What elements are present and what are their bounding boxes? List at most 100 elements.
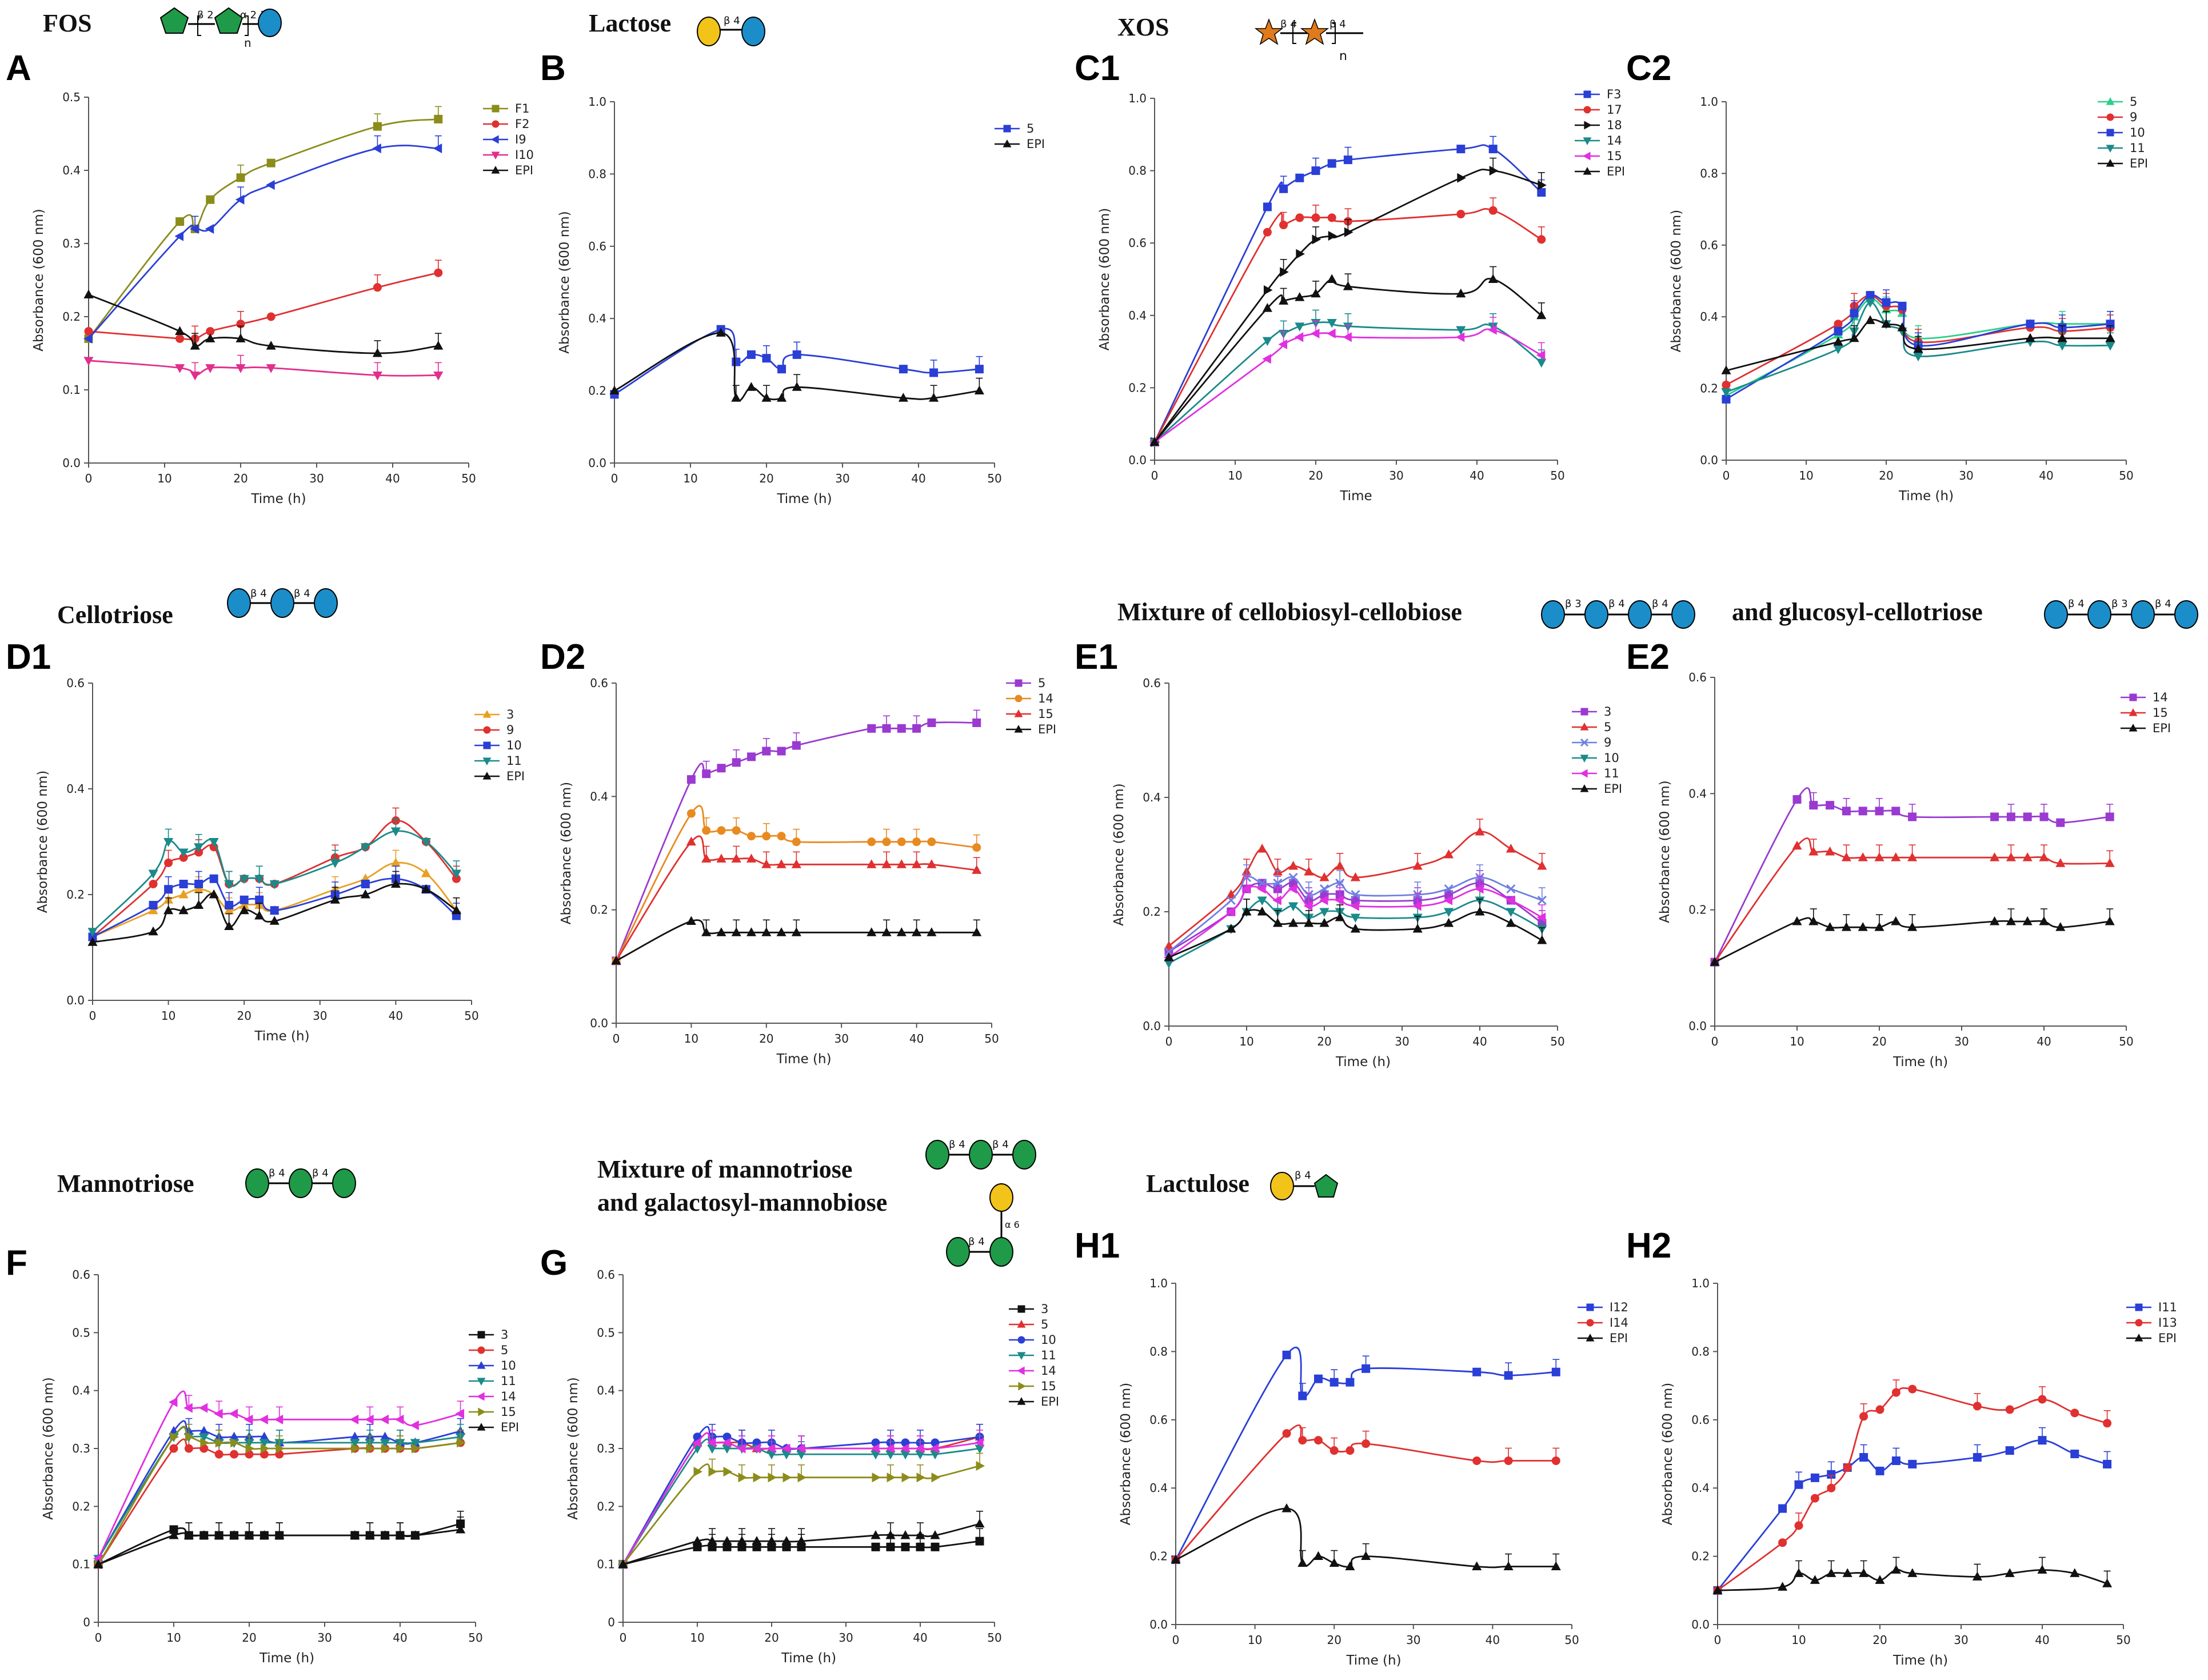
legend-label: 15	[501, 1405, 516, 1419]
data-point	[746, 853, 757, 863]
x-tick-label: 20	[759, 1032, 773, 1045]
glycan-mannomix: Mixture of mannotriose and galactosyl-ma…	[597, 1139, 1036, 1267]
data-point	[2039, 916, 2049, 925]
data-point	[686, 836, 696, 846]
data-point	[1537, 860, 1547, 870]
data-point	[896, 927, 907, 936]
legend: 5 14 15 EPI	[1006, 676, 1056, 736]
data-point	[972, 865, 982, 874]
legend-marker	[2106, 113, 2114, 121]
mannose-circle-icon	[946, 1237, 970, 1267]
data-point	[1907, 852, 1918, 861]
data-point	[245, 1443, 255, 1454]
series-line	[622, 1426, 980, 1565]
x-tick-label: 40	[911, 472, 925, 485]
data-point	[731, 853, 741, 863]
data-point	[900, 1443, 909, 1454]
legend-label: EPI	[2130, 157, 2148, 170]
data-point	[976, 1460, 985, 1471]
galactose-circle-icon	[697, 17, 721, 46]
data-point	[148, 869, 158, 879]
data-point	[1350, 901, 1359, 911]
legend: 59 10 11 EPI	[2098, 95, 2148, 170]
data-point	[732, 357, 741, 366]
data-point	[1335, 895, 1344, 905]
data-point	[723, 1466, 733, 1477]
glycan-link: β 4	[269, 1167, 285, 1179]
data-point	[1834, 320, 1843, 329]
glycan-glucosyl: and glucosyl-cellotriose β 4 β 3 β 4	[1732, 598, 2198, 629]
data-point	[380, 1530, 390, 1539]
data-point	[915, 1443, 924, 1454]
data-point	[1488, 145, 1498, 154]
series-11	[1721, 298, 2115, 397]
data-point	[209, 874, 218, 883]
chart-panel-d2: D2 0 10 20 30 40 50 0.0 0.2 0.4 0.6 Time (h) Absorba…	[540, 637, 1056, 1067]
data-point	[1345, 1446, 1355, 1455]
legend-marker	[1580, 784, 1589, 792]
series-epi	[1721, 310, 2115, 374]
data-point	[1834, 326, 1843, 336]
y-tick-label: 0.2	[1143, 905, 1161, 919]
data-point	[1973, 1402, 1982, 1411]
data-point	[1990, 812, 1999, 821]
series-15	[1710, 837, 2115, 966]
data-point	[372, 371, 382, 381]
x-axis-label: Time (h)	[781, 1651, 836, 1666]
series-15	[611, 835, 982, 965]
glycan-lactulose: Lactulose β 4	[1146, 1170, 1339, 1200]
data-point	[1536, 912, 1546, 923]
data-point	[1826, 1568, 1836, 1577]
data-point	[867, 724, 876, 733]
data-point	[1304, 917, 1314, 927]
data-point	[1311, 213, 1320, 222]
mannose-circle-icon	[969, 1140, 993, 1170]
data-point	[1350, 923, 1360, 933]
x-tick-label: 10	[1248, 1633, 1262, 1647]
y-tick-label: 0.6	[1143, 676, 1161, 690]
data-point	[931, 1473, 941, 1483]
galactose-circle-icon	[989, 1183, 1013, 1212]
data-point	[972, 927, 982, 936]
legend-marker	[1583, 167, 1592, 175]
data-point	[746, 927, 757, 936]
data-point	[1833, 345, 1843, 354]
panel-label: B	[540, 49, 566, 88]
data-point	[239, 905, 249, 915]
series-i10	[83, 354, 444, 381]
x-axis-label: Time (h)	[776, 1052, 831, 1067]
data-point	[1551, 1367, 1560, 1376]
data-point	[886, 1542, 895, 1551]
glucose-circle-icon	[227, 588, 251, 618]
data-point	[390, 827, 401, 837]
data-point	[1456, 288, 1466, 298]
data-point	[1778, 1504, 1787, 1513]
legend-marker	[1583, 151, 1591, 161]
data-point	[1859, 1568, 1869, 1577]
data-point	[2005, 1446, 2014, 1455]
y-tick-label: 0.4	[597, 1384, 615, 1398]
data-point	[1712, 1585, 1723, 1594]
series-i13	[1713, 1379, 2112, 1595]
legend-marker	[1583, 90, 1591, 98]
glycan-title-mannotriose: Mannotriose	[57, 1170, 194, 1198]
data-point	[270, 906, 279, 915]
data-point	[259, 1414, 268, 1424]
data-point	[1278, 339, 1288, 349]
data-point	[1809, 801, 1818, 810]
legend-label: 14	[1038, 692, 1053, 705]
x-tick-label: 50	[987, 1631, 1001, 1645]
data-point	[2102, 1578, 2113, 1587]
x-tick-label: 0	[85, 472, 93, 485]
legend-marker	[1586, 1303, 1594, 1311]
data-point	[762, 747, 771, 756]
data-point	[410, 1420, 419, 1431]
x-tick-label: 40	[1486, 1633, 1500, 1647]
legend-label: 11	[1604, 767, 1619, 780]
legend-marker	[1580, 755, 1589, 763]
data-point	[782, 1473, 792, 1483]
legend-marker	[1015, 679, 1023, 687]
x-tick-label: 40	[2039, 469, 2053, 482]
data-point	[1858, 852, 1868, 861]
